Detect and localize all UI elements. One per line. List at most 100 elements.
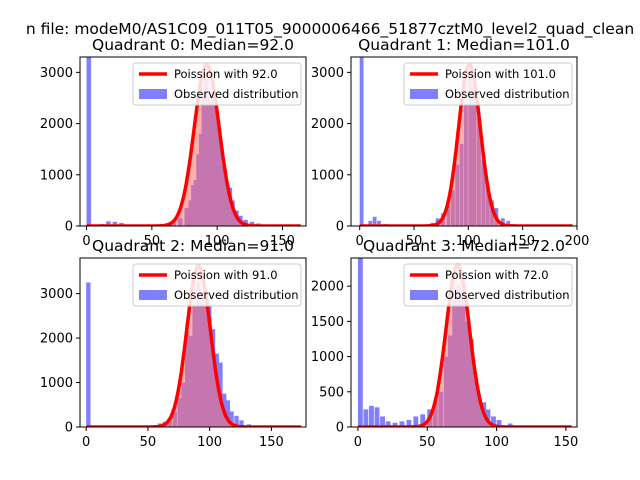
legend: Poission with 101.0 Observed distribution [403, 62, 573, 106]
histogram-bar [249, 221, 255, 226]
histogram-bar [357, 258, 363, 427]
y-tick-label: 0 [336, 220, 344, 235]
x-tick-label: 150 [510, 234, 535, 249]
histogram-bar [368, 220, 373, 226]
y-tick-label: 0 [336, 421, 344, 436]
legend-entry-fit: Poission with 72.0 [445, 268, 549, 282]
y-tick-label: 1000 [311, 168, 344, 183]
x-tick-label: 0 [354, 435, 362, 450]
legend-bar-swatch [139, 290, 167, 300]
y-tick-label: 1500 [311, 315, 344, 330]
histogram-bar [413, 416, 419, 427]
y-tick-label: 3000 [40, 287, 73, 302]
y-tick-label: 1000 [40, 168, 73, 183]
figure-title: n file: modeM0/AS1C09_011T05_9000006466_… [26, 20, 634, 39]
y-tick-label: 500 [319, 385, 344, 400]
y-tick-label: 2000 [40, 332, 73, 347]
histogram-bar [106, 221, 111, 226]
y-tick-label: 2000 [311, 117, 344, 132]
subplot-title: Quadrant 2: Median=91.0 [92, 237, 294, 255]
histogram-bar [380, 416, 385, 427]
legend-entry-fit: Poission with 92.0 [174, 67, 278, 81]
y-tick-label: 1000 [311, 350, 344, 365]
legend: Poission with 92.0 Observed distribution [132, 62, 302, 106]
x-tick-label: 150 [553, 435, 578, 450]
histogram-bar [86, 57, 92, 226]
histogram-bar [377, 220, 381, 226]
histogram-bar [372, 216, 377, 226]
subplot-title: Quadrant 3: Median=72.0 [363, 237, 565, 255]
y-tick-label: 3000 [40, 66, 73, 81]
legend-entry-fit: Poission with 101.0 [445, 67, 556, 81]
legend: Poission with 72.0 Observed distribution [403, 263, 573, 307]
histogram-bar [392, 422, 398, 427]
x-tick-label: 200 [565, 234, 590, 249]
subplot-quadrant-0: 0 50 100 150 0 1000 2000 3000 Quadrant 0: Median… [40, 36, 307, 249]
histogram-bar [507, 423, 513, 427]
fit-line [86, 62, 301, 226]
x-tick-label: 100 [456, 234, 481, 249]
axes-frame [350, 257, 578, 428]
histogram-bar [229, 411, 234, 427]
x-tick-label: 100 [197, 435, 222, 450]
histogram-bar [374, 407, 380, 427]
legend-entry-observed: Observed distribution [174, 87, 299, 101]
histogram-bar [420, 414, 426, 427]
histogram-bar [363, 409, 369, 427]
fit-fill [351, 265, 577, 427]
x-tick-label: 0 [82, 435, 90, 450]
x-tick-label: 100 [205, 234, 230, 249]
histogram-bar [359, 57, 364, 226]
legend-box [403, 62, 573, 106]
legend-entry-observed: Observed distribution [174, 288, 299, 302]
histogram-bar [399, 421, 405, 427]
legend-bar-swatch [410, 290, 438, 300]
subplot-title: Quadrant 1: Median=101.0 [358, 36, 570, 54]
fit-fill [351, 64, 577, 226]
y-tick-label: 0 [65, 220, 73, 235]
legend-entry-fit: Poission with 91.0 [174, 268, 278, 282]
x-tick-label: 50 [406, 234, 423, 249]
axes-frame [350, 56, 578, 227]
histogram-bar [385, 421, 391, 427]
y-tick-label: 1000 [40, 376, 73, 391]
x-tick-label: 150 [259, 435, 284, 450]
histogram-bar [506, 220, 511, 226]
histogram-bar [112, 221, 118, 226]
x-tick-label: 0 [82, 234, 90, 249]
x-tick-label: 150 [270, 234, 295, 249]
histogram-bar [491, 416, 496, 427]
histogram-bar [369, 405, 374, 427]
subplot-title: Quadrant 0: Median=92.0 [92, 36, 294, 54]
x-tick-label: 50 [140, 435, 157, 450]
axes-frame [79, 56, 307, 227]
plot-area [80, 57, 306, 226]
legend-bar-swatch [410, 89, 438, 99]
histogram-bar [239, 420, 244, 427]
histogram-bar [406, 419, 412, 427]
x-tick-label: 50 [419, 435, 436, 450]
legend-entry-observed: Observed distribution [445, 288, 570, 302]
histogram-bar [86, 282, 91, 427]
legend-box [132, 62, 302, 106]
histogram-bar [496, 419, 502, 427]
x-tick-label: 100 [484, 435, 509, 450]
legend: Poission with 91.0 Observed distribution [132, 263, 302, 307]
x-tick-label: 50 [144, 234, 161, 249]
y-tick-label: 2000 [311, 280, 344, 295]
legend-bar-swatch [139, 89, 167, 99]
y-tick-label: 0 [65, 421, 73, 436]
fit-fill [80, 266, 306, 427]
histogram-bar [500, 218, 505, 226]
histogram-bar [225, 400, 231, 427]
legend-box [132, 263, 302, 307]
histogram-bar [234, 415, 239, 427]
x-tick-label: 0 [356, 234, 364, 249]
y-tick-label: 3000 [311, 66, 344, 81]
y-tick-label: 2000 [40, 117, 73, 132]
